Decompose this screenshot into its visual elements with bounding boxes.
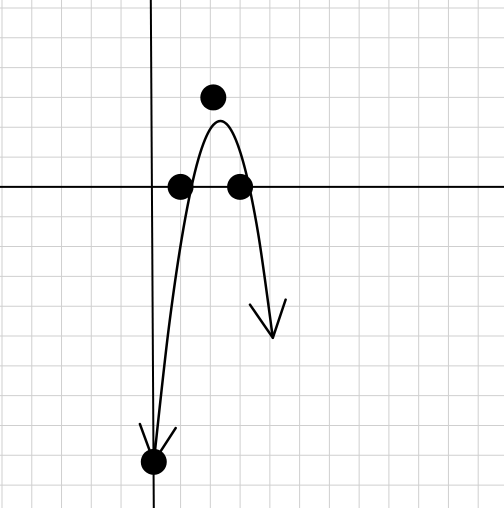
- points-group: [140, 84, 254, 475]
- point-4: [140, 448, 167, 475]
- point-3: [200, 84, 227, 111]
- parabola-curve: [152, 119, 275, 464]
- arrow-head-right: [248, 298, 287, 340]
- parabola-curve-group: [138, 119, 287, 464]
- point-1: [167, 173, 194, 200]
- point-2: [227, 173, 254, 200]
- y-axis: [149, 0, 155, 508]
